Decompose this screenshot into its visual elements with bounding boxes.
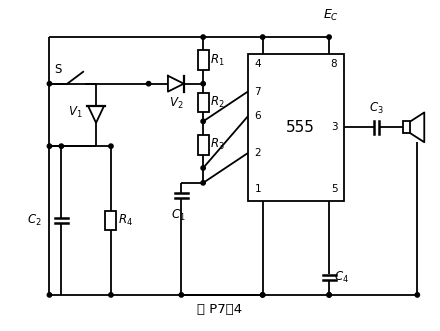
- Circle shape: [201, 119, 205, 123]
- Circle shape: [147, 81, 151, 86]
- Text: 4: 4: [254, 59, 261, 69]
- Circle shape: [201, 35, 205, 39]
- Bar: [198, 135, 209, 155]
- Text: $E_C$: $E_C$: [323, 8, 339, 23]
- Circle shape: [327, 35, 331, 39]
- Text: $C_3$: $C_3$: [369, 101, 384, 117]
- Text: $R_3$: $R_3$: [210, 137, 225, 152]
- Text: 7: 7: [254, 87, 261, 97]
- Circle shape: [109, 144, 113, 148]
- Circle shape: [109, 293, 113, 297]
- Circle shape: [201, 181, 205, 185]
- Text: $V_1$: $V_1$: [68, 105, 82, 120]
- Circle shape: [260, 293, 265, 297]
- Text: $C_2$: $C_2$: [27, 213, 41, 228]
- Text: 2: 2: [254, 148, 261, 158]
- Circle shape: [260, 293, 265, 297]
- Text: S: S: [54, 63, 61, 76]
- Circle shape: [179, 293, 183, 297]
- Circle shape: [47, 81, 51, 86]
- Text: $C_1$: $C_1$: [171, 208, 186, 223]
- Text: $C_4$: $C_4$: [334, 269, 349, 285]
- Circle shape: [415, 293, 419, 297]
- Circle shape: [260, 35, 265, 39]
- Circle shape: [47, 144, 51, 148]
- Bar: [198, 93, 209, 113]
- Text: 3: 3: [331, 122, 337, 132]
- Bar: [248, 54, 344, 201]
- Bar: [106, 211, 116, 230]
- Circle shape: [59, 144, 63, 148]
- Text: 6: 6: [254, 112, 261, 121]
- Text: 图 P7－4: 图 P7－4: [198, 303, 242, 316]
- Circle shape: [201, 166, 205, 170]
- Circle shape: [201, 81, 205, 86]
- Text: $V_2$: $V_2$: [169, 96, 183, 111]
- Text: 8: 8: [331, 59, 337, 69]
- Text: 555: 555: [286, 120, 314, 135]
- Circle shape: [327, 293, 331, 297]
- Text: $R_2$: $R_2$: [210, 95, 225, 110]
- Text: 1: 1: [254, 184, 261, 194]
- Circle shape: [327, 293, 331, 297]
- Circle shape: [47, 293, 51, 297]
- Text: 5: 5: [331, 184, 337, 194]
- Bar: [198, 50, 209, 70]
- Text: $R_1$: $R_1$: [210, 53, 225, 68]
- Bar: [403, 121, 411, 133]
- Text: $R_4$: $R_4$: [118, 213, 133, 228]
